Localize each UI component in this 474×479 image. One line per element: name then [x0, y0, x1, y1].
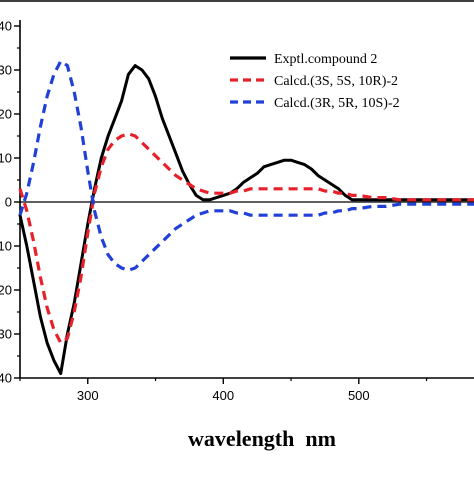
series-layer [18, 59, 474, 376]
y-tick-label: 10 [0, 239, 12, 254]
y-tick-label: 20 [0, 107, 12, 122]
series-line-3 [18, 59, 474, 272]
legend-label-3: Calcd.(3R, 5R, 10S)-2 [274, 96, 400, 111]
y-tick-label: 20 [0, 283, 12, 298]
y-tick-label: 0 [5, 195, 12, 210]
y-tick-label: 40 [0, 19, 12, 34]
x-tick-label: 300 [77, 388, 99, 403]
series-line-1 [18, 64, 474, 376]
y-tick-label: 30 [0, 327, 12, 342]
x-tick-label: 500 [348, 388, 370, 403]
y-tick-label: 10 [0, 151, 12, 166]
legend-label-2: Calcd.(3S, 5S, 10R)-2 [274, 74, 398, 89]
y-tick-label: 40 [0, 371, 12, 386]
series-line-2 [18, 132, 474, 345]
legend-label-1: Exptl.compound 2 [274, 52, 377, 67]
x-axis-label: wavelength nm [188, 426, 336, 451]
axes-layer: 40 30 20 10 0 10 20 30 40 300 400 500 [0, 0, 474, 403]
legend: Exptl.compound 2 Calcd.(3S, 5S, 10R)-2 Cal… [230, 52, 400, 111]
x-tick-label: 400 [212, 388, 234, 403]
y-tick-label: 30 [0, 63, 12, 78]
